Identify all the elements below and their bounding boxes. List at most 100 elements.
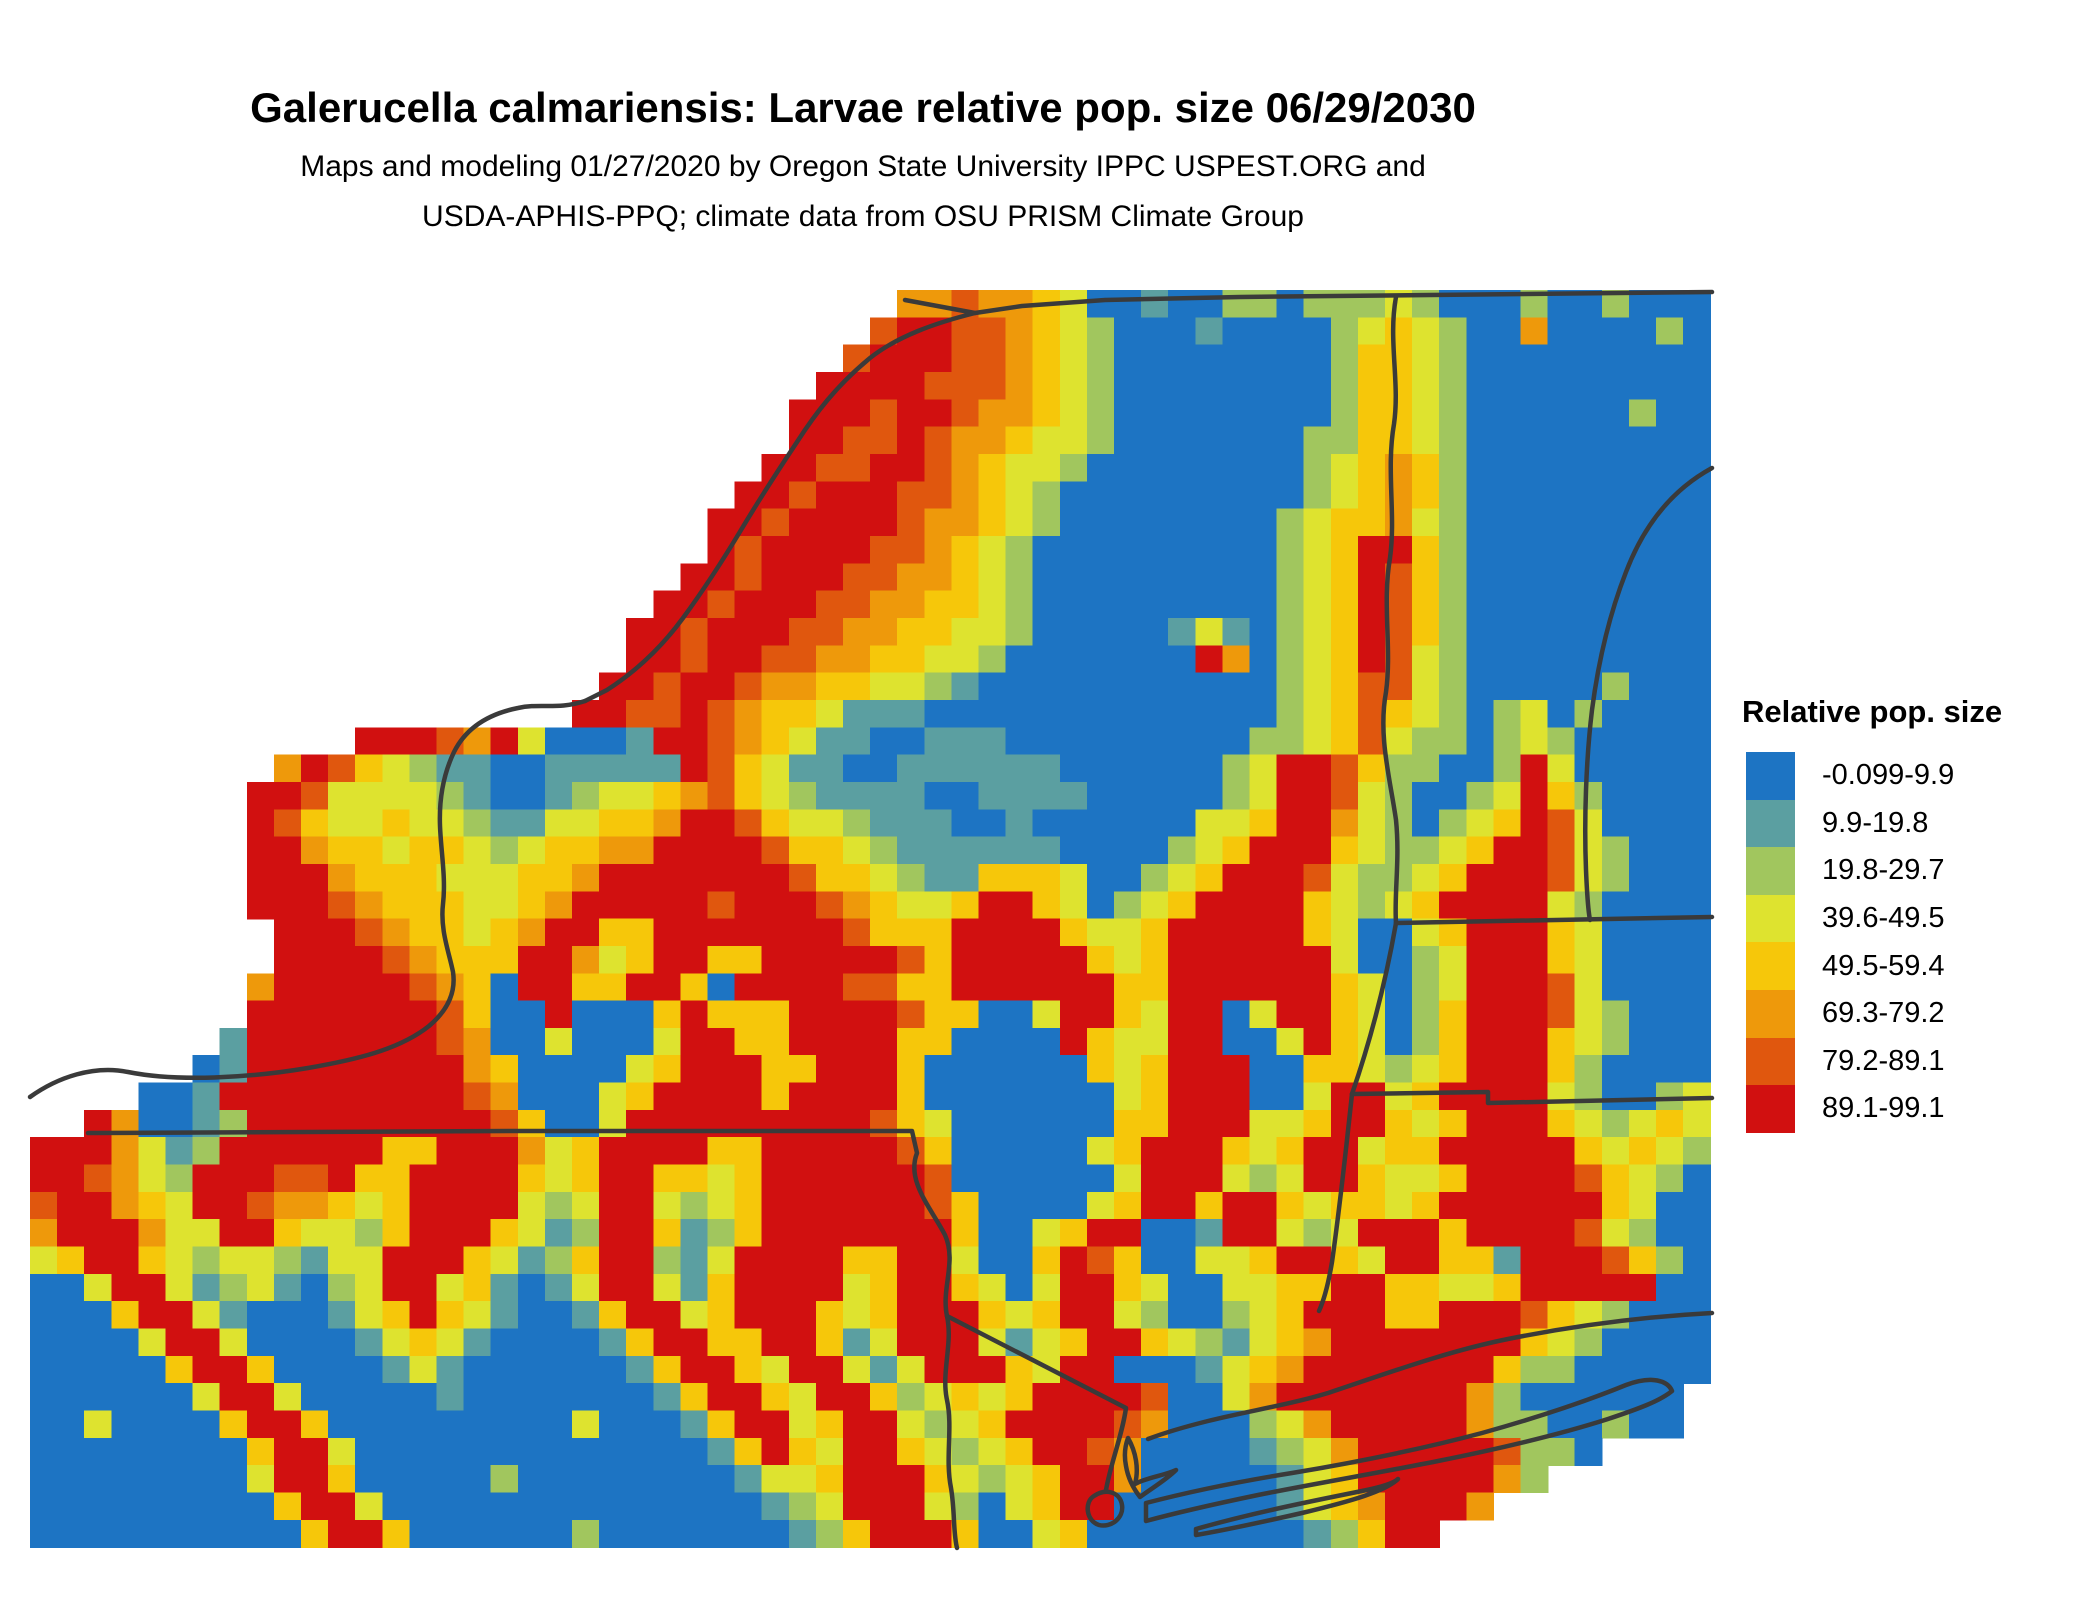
map-cell — [1601, 1246, 1630, 1275]
map-cell — [843, 1137, 871, 1166]
map-cell — [1195, 426, 1224, 455]
map-cell — [1276, 317, 1305, 346]
map-cell — [1222, 836, 1251, 865]
map-cell — [978, 618, 1007, 646]
map-cell — [978, 481, 1007, 510]
map-cell — [1357, 344, 1386, 373]
map-cell — [1276, 399, 1305, 428]
map-cell — [626, 1137, 654, 1166]
map-cell — [1249, 563, 1278, 592]
map-cell — [1330, 781, 1359, 810]
map-cell — [1141, 700, 1169, 728]
map-cell — [544, 945, 573, 974]
ny-vt-border — [1381, 294, 1400, 926]
map-cell — [84, 1301, 112, 1330]
map-cell — [1059, 891, 1088, 920]
map-cell — [1520, 1301, 1549, 1330]
map-cell — [1520, 1109, 1549, 1138]
map-cell — [870, 1492, 898, 1521]
map-cell — [490, 1082, 519, 1111]
map-cell — [1086, 317, 1115, 346]
map-cell — [653, 1492, 682, 1521]
map-cell — [1683, 918, 1711, 947]
map-cell — [1222, 1301, 1251, 1330]
map-cell — [761, 672, 790, 701]
map-cell — [1683, 863, 1711, 892]
map-cell — [1032, 891, 1061, 920]
map-cell — [1547, 863, 1576, 892]
map-cell — [1141, 536, 1169, 564]
map-cell — [707, 727, 736, 756]
map-cell — [1520, 454, 1549, 482]
map-cell — [1249, 426, 1278, 455]
map-cell — [1547, 945, 1576, 974]
map-cell — [626, 1273, 654, 1302]
map-cell — [870, 590, 898, 619]
map-cell — [1276, 1027, 1305, 1056]
map-cell — [1628, 1328, 1657, 1357]
map-cell — [355, 1082, 383, 1111]
map-cell — [1303, 1055, 1332, 1084]
map-cell — [1574, 563, 1603, 592]
map-cell — [30, 1437, 58, 1466]
map-cell — [1574, 618, 1603, 646]
map-cell — [1412, 645, 1440, 674]
map-cell — [1195, 1082, 1224, 1111]
map-cell — [626, 973, 654, 1002]
map-cell — [301, 863, 329, 892]
map-cell — [463, 918, 492, 947]
map-cell — [761, 809, 790, 838]
map-cell — [1032, 372, 1061, 400]
map-cell — [165, 1219, 194, 1248]
map-cell — [897, 1027, 925, 1056]
map-cell — [57, 1465, 85, 1494]
map-cell — [897, 945, 925, 974]
map-cell — [599, 973, 627, 1002]
map-cell — [517, 1383, 546, 1412]
map-cell — [138, 1383, 167, 1412]
map-cell — [1114, 1027, 1142, 1056]
map-cell — [1114, 454, 1142, 482]
map-cell — [1493, 344, 1522, 373]
map-cell — [1439, 1465, 1467, 1494]
map-cell — [815, 754, 844, 783]
map-cell — [707, 590, 736, 619]
map-cell — [409, 1219, 438, 1248]
map-cell — [788, 590, 817, 619]
map-cell — [1412, 836, 1440, 865]
map-cell — [246, 1137, 275, 1166]
map-cell — [1141, 1219, 1169, 1248]
map-cell — [355, 863, 383, 892]
map-cell — [1086, 1082, 1115, 1111]
map-cell — [707, 1301, 736, 1330]
map-cell — [978, 700, 1007, 728]
map-cell — [734, 1383, 763, 1412]
map-cell — [328, 781, 356, 810]
map-cell — [572, 836, 600, 865]
map-cell — [1168, 891, 1196, 920]
map-cell — [1656, 1273, 1684, 1302]
map-cell — [1412, 1492, 1440, 1521]
map-cell — [951, 317, 980, 346]
map-cell — [707, 973, 736, 1002]
map-cell — [1357, 1109, 1386, 1138]
map-cell — [924, 426, 953, 455]
map-cell — [1276, 918, 1305, 947]
map-cell — [219, 1519, 248, 1548]
map-cell — [761, 536, 790, 564]
map-cell — [1574, 454, 1603, 482]
map-cell — [924, 1000, 953, 1029]
map-cell — [1195, 973, 1224, 1002]
map-cell — [599, 1328, 627, 1357]
map-cell — [517, 1027, 546, 1056]
map-cell — [1628, 863, 1657, 892]
map-cell — [382, 1437, 411, 1466]
map-cell — [843, 1519, 871, 1548]
map-cell — [1601, 672, 1630, 701]
map-cell — [761, 590, 790, 619]
map-cell — [1547, 1109, 1576, 1138]
map-cell — [1032, 1410, 1061, 1439]
map-cell — [1547, 344, 1576, 373]
map-cell — [301, 945, 329, 974]
map-cell — [1357, 1246, 1386, 1275]
